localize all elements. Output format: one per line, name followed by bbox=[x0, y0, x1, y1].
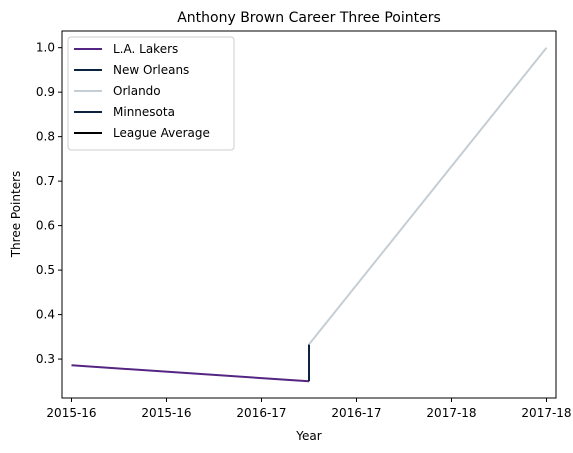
legend-label: Minnesota bbox=[113, 105, 175, 119]
y-tick-label: 0.3 bbox=[36, 352, 55, 366]
x-axis: 2015-16 2015-16 2016-17 2016-17 2017-18 2017-… bbox=[46, 398, 572, 420]
x-tick-label: 2015-16 bbox=[141, 406, 191, 420]
legend-label: League Average bbox=[113, 126, 210, 140]
y-tick-label: 0.5 bbox=[36, 263, 55, 277]
series-line-0 bbox=[71, 364, 310, 383]
y-tick-label: 1.0 bbox=[36, 41, 55, 55]
y-axis-title: Three Pointers bbox=[9, 171, 23, 259]
y-tick-label: 0.9 bbox=[36, 85, 55, 99]
x-axis-title: Year bbox=[295, 429, 321, 443]
legend-label: New Orleans bbox=[113, 63, 189, 77]
x-tick-label: 2017-18 bbox=[426, 406, 476, 420]
series-line-2 bbox=[308, 47, 548, 346]
y-tick-label: 0.6 bbox=[36, 219, 55, 233]
legend-label: Orlando bbox=[113, 84, 161, 98]
plot-frame bbox=[61, 30, 557, 399]
y-tick-label: 0.8 bbox=[36, 130, 55, 144]
x-tick-label: 2017-18 bbox=[521, 406, 571, 420]
y-tick-label: 0.4 bbox=[36, 308, 55, 322]
chart-title: Anthony Brown Career Three Pointers bbox=[177, 10, 441, 26]
legend-box bbox=[67, 36, 235, 151]
legend-label: L.A. Lakers bbox=[113, 42, 178, 56]
y-axis: 0.3 0.4 0.5 0.6 0.7 0.8 0.9 1.0 bbox=[36, 41, 62, 366]
x-tick-label: 2016-17 bbox=[236, 406, 286, 420]
legend: L.A. Lakers New Orleans Orlando Minnesota Le… bbox=[67, 36, 235, 151]
x-tick-label: 2016-17 bbox=[331, 406, 381, 420]
y-tick-label: 0.7 bbox=[36, 174, 55, 188]
x-tick-label: 2015-16 bbox=[46, 406, 96, 420]
plot-lines bbox=[71, 47, 548, 383]
